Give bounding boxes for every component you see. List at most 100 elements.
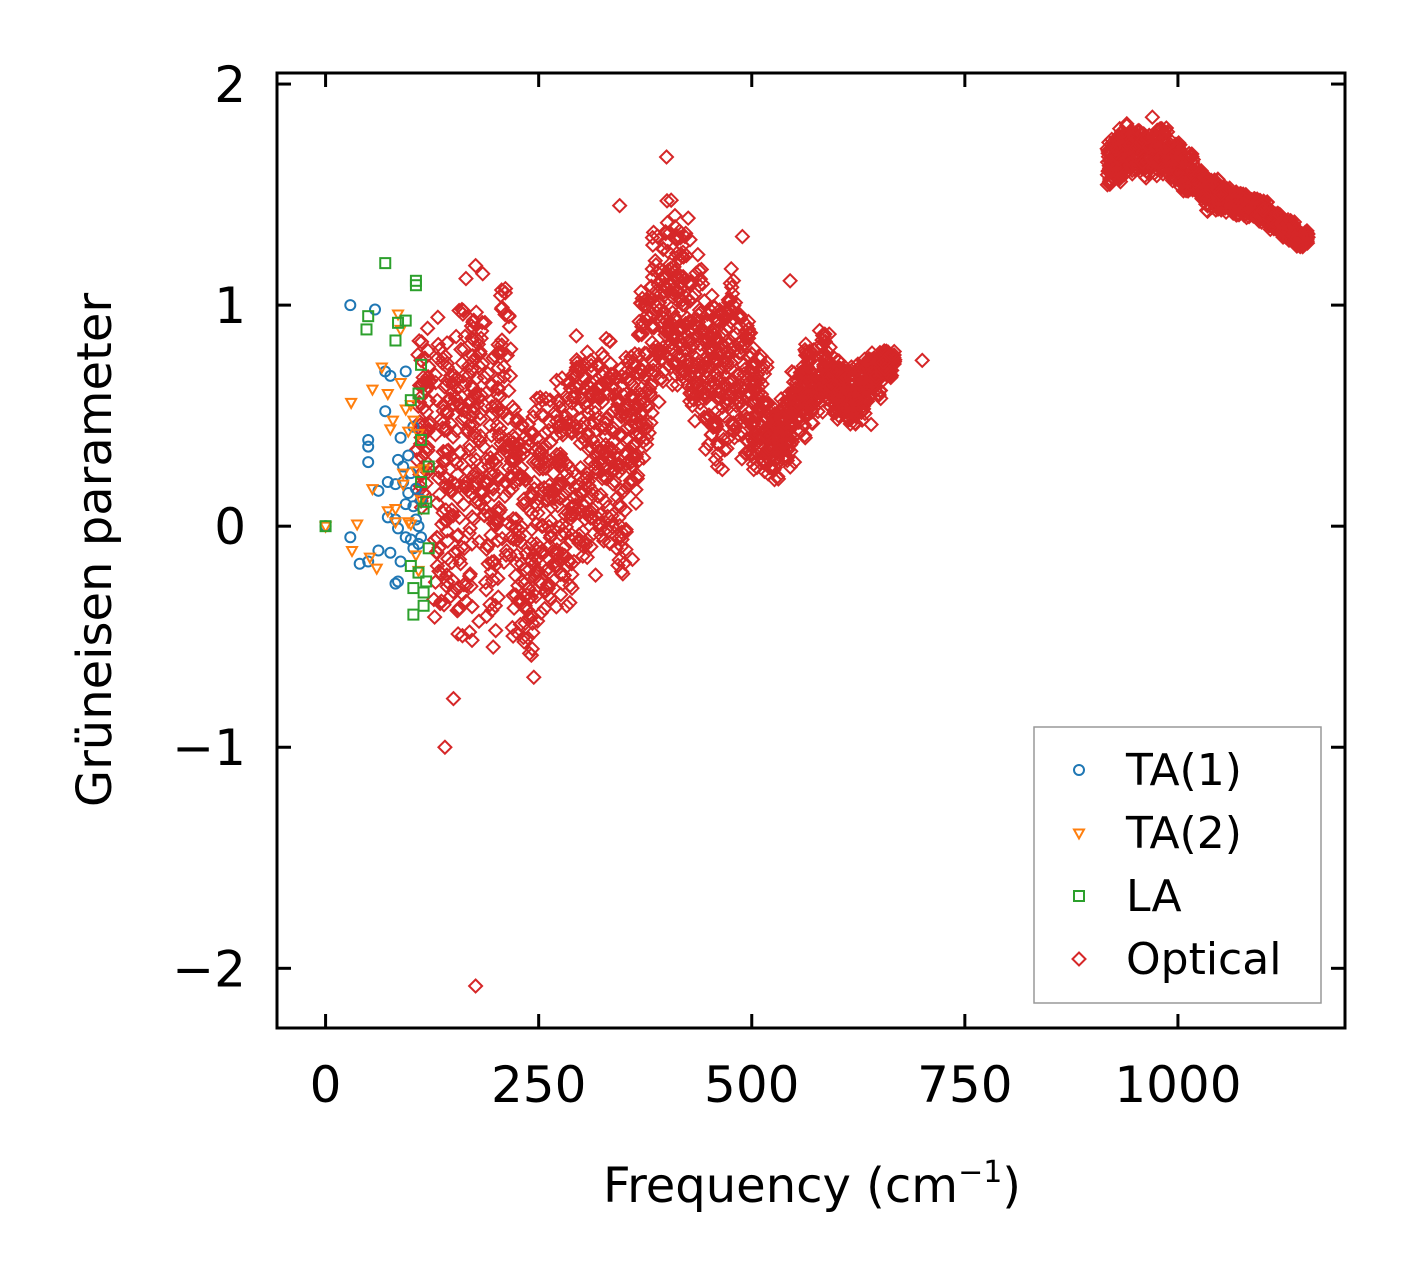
data-point: [598, 520, 615, 537]
optical-point: [530, 490, 547, 507]
optical-point: [610, 392, 627, 408]
data-point: [573, 502, 590, 519]
optical-point: [689, 375, 706, 392]
data-point: [401, 426, 415, 439]
optical-point: [473, 387, 490, 403]
optical-point: [732, 333, 749, 350]
optical-point: [669, 376, 686, 393]
optical-point: [517, 472, 534, 489]
optical-point: [581, 386, 597, 403]
optical-point: [607, 462, 623, 478]
data-point: [1255, 202, 1272, 218]
optical-point: [573, 486, 590, 503]
optical-point: [1289, 233, 1306, 249]
optical-point: [720, 381, 737, 398]
optical-point: [483, 554, 500, 571]
optical-point: [455, 496, 472, 513]
optical-point: [635, 450, 652, 466]
optical-point: [532, 444, 548, 461]
optical-point: [707, 329, 724, 346]
optical-point: [1252, 198, 1269, 214]
optical-point: [708, 418, 725, 435]
optical-point: [468, 304, 485, 321]
data-point: [350, 519, 364, 532]
optical-point: [411, 413, 428, 430]
optical-point: [739, 384, 756, 401]
optical-point: [610, 509, 627, 526]
optical-point: [601, 535, 618, 552]
optical-point: [568, 380, 584, 396]
optical-point: [414, 448, 430, 465]
optical-point: [630, 346, 647, 363]
data-point: [409, 279, 422, 292]
data-point: [417, 599, 430, 612]
data-point: [396, 468, 410, 481]
optical-point: [558, 598, 575, 614]
optical-point: [757, 422, 774, 439]
optical-point: [498, 547, 514, 564]
optical-point: [1149, 161, 1166, 178]
optical-point: [490, 428, 507, 445]
optical-point: [1099, 176, 1116, 193]
optical-point: [779, 449, 796, 466]
data-point: [1289, 230, 1306, 247]
optical-point: [587, 456, 604, 472]
optical-point: [597, 436, 614, 453]
optical-point: [610, 464, 627, 481]
optical-point: [854, 412, 871, 428]
optical-point: [699, 388, 715, 405]
optical-point: [754, 430, 771, 446]
optical-point: [445, 429, 461, 445]
optical-point: [535, 460, 551, 477]
optical-point: [418, 404, 435, 420]
optical-point: [803, 404, 820, 420]
data-point: [415, 433, 428, 446]
optical-point: [587, 567, 604, 584]
data-point: [381, 389, 395, 402]
optical-point: [745, 461, 762, 478]
optical-point: [454, 456, 471, 473]
optical-point: [751, 402, 767, 419]
optical-point: [583, 364, 599, 381]
optical-point: [633, 283, 649, 300]
data-point: [344, 531, 357, 544]
data-point: [360, 323, 373, 336]
optical-point: [567, 487, 584, 503]
optical-point: [882, 367, 899, 384]
optical-point: [523, 589, 540, 606]
data-layer: [318, 109, 1316, 994]
optical-point: [798, 365, 814, 382]
x-tick-label: 750: [917, 1056, 1012, 1114]
y-tick-label: 2: [214, 56, 246, 114]
optical-point: [855, 398, 872, 414]
y-tick-label: −2: [172, 940, 246, 998]
optical-point: [444, 384, 461, 401]
optical-point: [747, 374, 764, 391]
optical-point: [480, 538, 496, 555]
optical-point: [473, 330, 490, 347]
optical-point: [482, 417, 499, 434]
optical-point: [463, 578, 479, 595]
optical-point: [594, 367, 611, 384]
x-axis-label-superscript: −1: [958, 1155, 1002, 1190]
optical-point: [584, 432, 601, 449]
optical-point: [816, 326, 833, 343]
optical-point: [502, 367, 519, 384]
optical-point: [875, 354, 892, 371]
data-point: [402, 449, 415, 462]
data-point: [409, 466, 423, 479]
optical-point: [708, 416, 725, 432]
optical-point: [535, 407, 552, 424]
optical-point: [427, 374, 444, 391]
optical-point: [501, 318, 518, 335]
optical-point: [1198, 169, 1214, 186]
data-point: [389, 577, 402, 590]
optical-point: [651, 302, 668, 318]
optical-point: [671, 291, 688, 307]
optical-point: [411, 332, 428, 349]
data-point: [1101, 164, 1118, 181]
optical-point: [443, 501, 460, 518]
optical-point: [558, 408, 574, 425]
x-axis-label-tail: ): [1002, 1158, 1021, 1214]
optical-point: [787, 392, 804, 409]
